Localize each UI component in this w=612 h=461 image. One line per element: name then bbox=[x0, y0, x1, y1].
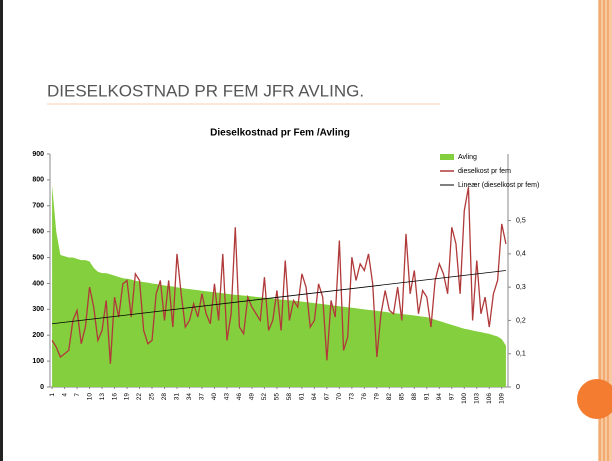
x-tick-label: 70 bbox=[336, 393, 343, 401]
x-tick-label: 4 bbox=[61, 393, 68, 397]
x-tick-label: 7 bbox=[74, 393, 81, 397]
y2-tick-label: 0,5 bbox=[516, 217, 526, 224]
y-tick-label: 800 bbox=[32, 177, 44, 184]
x-tick-label: 34 bbox=[186, 393, 193, 401]
y-tick-label: 100 bbox=[32, 358, 44, 365]
y2-tick-label: 0,2 bbox=[516, 317, 526, 324]
y2-tick-label: 0 bbox=[516, 384, 520, 391]
line bbox=[51, 187, 507, 364]
x-tick-label: 106 bbox=[486, 393, 493, 404]
y2-tick-label: 0,4 bbox=[516, 251, 526, 258]
decor-circle bbox=[577, 379, 612, 419]
x-tick-label: 100 bbox=[461, 393, 468, 404]
x-tick-label: 40 bbox=[211, 393, 218, 401]
x-tick-label: 16 bbox=[111, 393, 118, 401]
x-tick-label: 76 bbox=[361, 393, 368, 401]
x-tick-label: 31 bbox=[174, 393, 181, 401]
x-tick-label: 37 bbox=[199, 393, 206, 401]
x-tick-label: 46 bbox=[236, 393, 243, 401]
x-tick-label: 61 bbox=[299, 393, 306, 401]
x-tick-label: 97 bbox=[449, 393, 456, 401]
legend-label: dieselkost pr fem bbox=[458, 168, 511, 175]
x-tick-label: 88 bbox=[411, 393, 418, 401]
x-tick-label: 13 bbox=[99, 393, 106, 401]
x-tick-label: 85 bbox=[399, 393, 406, 401]
legend-label: Lineær (dieselkost pr fem) bbox=[458, 182, 539, 189]
x-tick-label: 10 bbox=[86, 393, 93, 401]
y-tick-label: 700 bbox=[32, 203, 44, 210]
x-tick-label: 22 bbox=[136, 393, 143, 401]
legend-label: Avling bbox=[458, 154, 477, 161]
y2-tick-label: 0,3 bbox=[516, 284, 526, 291]
x-tick-label: 67 bbox=[324, 393, 331, 401]
y-tick-label: 600 bbox=[32, 229, 44, 236]
slide-title: DIESELKOSTNAD PR FEM JFR AVLING. bbox=[47, 81, 364, 100]
y2-tick-label: 0,1 bbox=[516, 351, 526, 358]
x-tick-label: 55 bbox=[274, 393, 281, 401]
y-tick-label: 400 bbox=[32, 280, 44, 287]
x-tick-label: 82 bbox=[386, 393, 393, 401]
x-tick-label: 1 bbox=[49, 393, 56, 397]
x-tick-label: 58 bbox=[286, 393, 293, 401]
area bbox=[52, 185, 506, 387]
chart-title: Dieselkostnad pr Fem /Avling bbox=[210, 128, 350, 139]
trendline bbox=[52, 270, 506, 325]
x-tick-label: 64 bbox=[311, 393, 318, 401]
x-tick-label: 73 bbox=[349, 393, 356, 401]
left-border bbox=[0, 0, 3, 461]
x-tick-label: 25 bbox=[149, 393, 156, 401]
y-tick-label: 900 bbox=[32, 151, 44, 158]
y-tick-label: 300 bbox=[32, 306, 44, 313]
x-tick-label: 103 bbox=[473, 393, 480, 404]
x-tick-label: 91 bbox=[424, 393, 431, 401]
x-tick-label: 79 bbox=[374, 393, 381, 401]
x-tick-label: 52 bbox=[261, 393, 268, 401]
x-tick-label: 28 bbox=[161, 393, 168, 401]
x-tick-label: 19 bbox=[124, 393, 131, 401]
y-tick-label: 200 bbox=[32, 332, 44, 339]
x-tick-label: 109 bbox=[498, 393, 505, 404]
x-tick-label: 94 bbox=[436, 393, 443, 401]
x-tick-label: 49 bbox=[249, 393, 256, 401]
y-tick-label: 0 bbox=[40, 384, 44, 391]
legend-swatch bbox=[440, 154, 454, 160]
y-tick-label: 500 bbox=[32, 254, 44, 261]
x-tick-label: 43 bbox=[224, 393, 231, 401]
